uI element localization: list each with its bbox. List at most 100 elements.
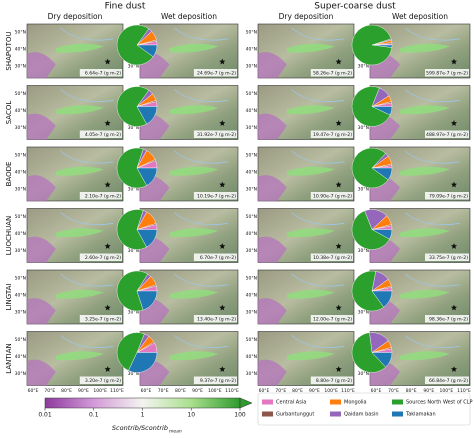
station-star	[104, 181, 111, 188]
lat-tick-label: 50°N	[15, 276, 26, 282]
pie-wedge	[136, 106, 158, 125]
total-value: 19.47e-7 (g m-2)	[313, 132, 352, 138]
lat-tick-label: 40°N	[246, 354, 257, 360]
total-value: 4.05e-7 (g m-2)	[85, 132, 121, 138]
total-box	[425, 376, 469, 384]
station-label: LANTIAN	[5, 343, 13, 373]
green-plume	[169, 351, 219, 361]
lat-tick-label: 40°N	[246, 108, 257, 114]
total-box	[425, 253, 469, 261]
total-box	[425, 69, 469, 77]
station-star	[219, 181, 226, 188]
lat-tick-label: 30°N	[358, 310, 369, 316]
lon-tick-label: 110°E	[110, 388, 124, 394]
colorbar-label: Scontrib/Scontrib	[112, 424, 168, 432]
lat-tick-label: 30°N	[128, 187, 139, 193]
total-value: 6.64e-7 (g m-2)	[85, 71, 121, 77]
lat-tick-label: 30°N	[246, 187, 257, 193]
purple-patch	[257, 175, 287, 201]
lat-tick-label: 40°N	[15, 293, 26, 299]
station-star	[335, 366, 342, 372]
station-star	[335, 243, 342, 249]
lat-tick-label: 40°N	[246, 293, 257, 299]
lon-tick-label: 100°E	[208, 388, 222, 394]
station-star	[335, 304, 342, 311]
legend-label: Central Asia	[276, 400, 306, 406]
purple-patch	[26, 359, 56, 386]
station-star	[450, 58, 458, 65]
colorbar-tick-label: 0.1	[89, 412, 99, 419]
colorbar-tick-label: 1	[141, 412, 145, 419]
pie-wedge	[351, 210, 390, 250]
total-box	[425, 315, 469, 323]
pie-wedge	[128, 352, 158, 373]
river	[174, 335, 229, 349]
pie-wedge	[351, 86, 391, 127]
total-box	[310, 130, 354, 138]
lat-tick-label: 50°N	[15, 214, 26, 220]
river	[404, 273, 461, 287]
total-value: 12.00e-7 (g m-2)	[313, 317, 352, 323]
green-plume	[286, 289, 335, 299]
lat-tick-label: 30°N	[15, 125, 26, 131]
legend-swatch	[330, 399, 341, 405]
pie-wedge	[351, 270, 385, 312]
total-box	[193, 376, 238, 384]
green-plume	[55, 43, 104, 53]
total-box	[425, 130, 469, 138]
map-panel: 10.38e-7 (g m-2) 50°N 40°N 30°N	[246, 208, 355, 263]
lat-tick-label: 30°N	[358, 64, 369, 70]
legend-label: Sources North West of CLP	[406, 400, 473, 406]
colorbar-tick-label: 0.01	[38, 412, 52, 419]
lon-tick-label: 100°E	[324, 388, 338, 394]
station-star	[335, 181, 342, 188]
river	[291, 335, 345, 349]
colorbar-tick-label: 10	[187, 412, 195, 419]
lat-tick-label: 30°N	[15, 64, 26, 70]
pie-wedge	[116, 332, 145, 371]
map-panel: 3.20e-7 (g m-2) 50°N 40°N 30°N 60°E 70°E 80°E 9…	[15, 331, 124, 394]
green-plume	[169, 228, 219, 238]
lat-tick-label: 40°N	[15, 231, 26, 237]
lon-tick-label: 90°E	[192, 388, 203, 394]
station-star	[219, 304, 226, 311]
river	[291, 27, 345, 41]
column-title: Dry deposition	[48, 12, 103, 21]
river	[174, 89, 229, 103]
station-star	[335, 58, 342, 65]
lat-tick-label: 40°N	[246, 170, 257, 176]
lat-tick-label: 30°N	[358, 371, 369, 377]
lon-tick-label: 100°E	[440, 388, 454, 394]
total-value: 24.69e-7 (g m-2)	[197, 71, 236, 77]
pie-wedge	[116, 209, 147, 250]
lat-tick-label: 30°N	[246, 371, 257, 377]
colorbar-label-sub: mean	[169, 430, 182, 435]
lat-tick-label: 50°N	[246, 337, 257, 343]
total-value: 488.97e-7 (g m-2)	[426, 132, 468, 138]
lat-tick-label: 40°N	[15, 108, 26, 114]
station-star	[104, 58, 111, 65]
lat-tick-label: 30°N	[246, 310, 257, 316]
lat-tick-label: 30°N	[246, 248, 257, 254]
lat-tick-label: 30°N	[128, 125, 139, 131]
station-star	[104, 366, 111, 372]
station-label: LINGTAI	[5, 284, 13, 311]
map-panel: 19.47e-7 (g m-2) 50°N 40°N 30°N	[246, 85, 355, 140]
lat-tick-label: 40°N	[15, 47, 26, 53]
pie-wedge	[371, 44, 393, 48]
station-star	[219, 366, 226, 372]
lon-tick-label: 90°E	[423, 388, 434, 394]
map-panel: 4.05e-7 (g m-2) 50°N 40°N 30°N	[15, 85, 124, 140]
lon-tick-label: 70°E	[158, 388, 169, 394]
pie-wedge	[371, 352, 393, 368]
lat-tick-label: 40°N	[246, 47, 257, 53]
pie-wedge	[351, 147, 389, 189]
lon-tick-label: 110°E	[457, 388, 471, 394]
map-panel: 58.26e-7 (g m-2) 50°N 40°N 30°N	[246, 23, 355, 79]
total-value: 10.19e-7 (g m-2)	[197, 194, 236, 200]
pie-wedge	[136, 167, 158, 186]
lon-tick-label: 90°E	[78, 388, 89, 394]
station-star	[219, 120, 226, 126]
green-plume	[169, 105, 219, 115]
lon-tick-label: 70°E	[44, 388, 55, 394]
